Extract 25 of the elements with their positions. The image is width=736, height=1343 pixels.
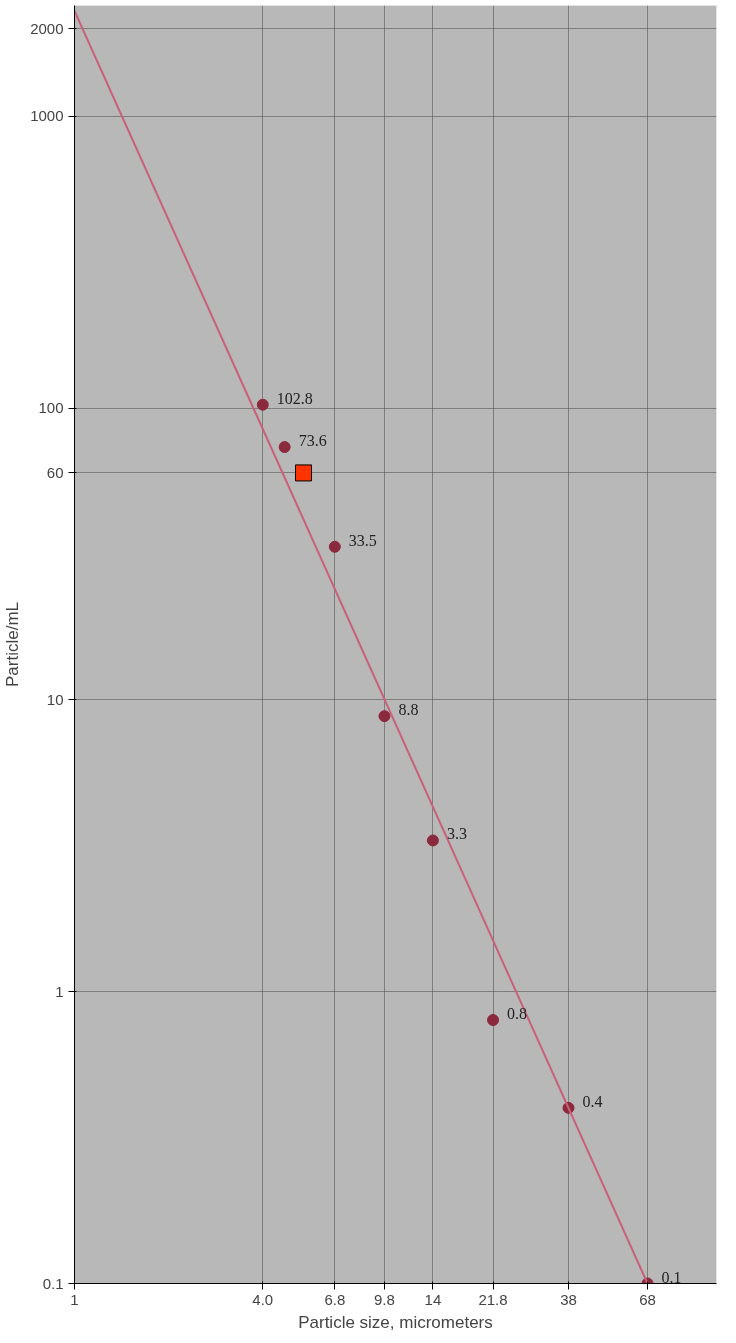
data-label: 8.8	[398, 701, 419, 719]
x-tick-label: 1	[70, 1290, 79, 1308]
x-axis-title: Particle size, micrometers	[298, 1312, 493, 1332]
data-label: 33.5	[348, 531, 377, 549]
data-label: 3.3	[446, 825, 467, 843]
y-axis-title: Particle/mL	[3, 601, 23, 688]
y-tick-label: 1	[55, 982, 64, 1000]
y-tick-label: 2000	[30, 19, 64, 37]
y-tick-label: 10	[46, 690, 64, 708]
x-tick-label: 21.8	[478, 1290, 508, 1308]
x-tick-label: 9.8	[374, 1290, 395, 1308]
y-tick-label: 60	[46, 463, 64, 481]
y-tick-label: 0.1	[42, 1274, 64, 1292]
x-tick-label: 68	[639, 1290, 656, 1308]
data-label: 0.8	[507, 1005, 528, 1023]
x-tick-label: 6.8	[324, 1290, 346, 1308]
data-label: 0.4	[582, 1092, 603, 1110]
x-tick-label: 38	[560, 1290, 577, 1308]
data-label: 73.6	[298, 432, 327, 450]
data-label: 102.8	[276, 389, 313, 407]
data-label: 0.1	[661, 1268, 682, 1286]
y-tick-label: 100	[38, 399, 64, 417]
y-tick-label: 1000	[30, 107, 64, 125]
x-tick-label: 14	[424, 1290, 442, 1308]
x-tick-label: 4.0	[252, 1290, 274, 1308]
